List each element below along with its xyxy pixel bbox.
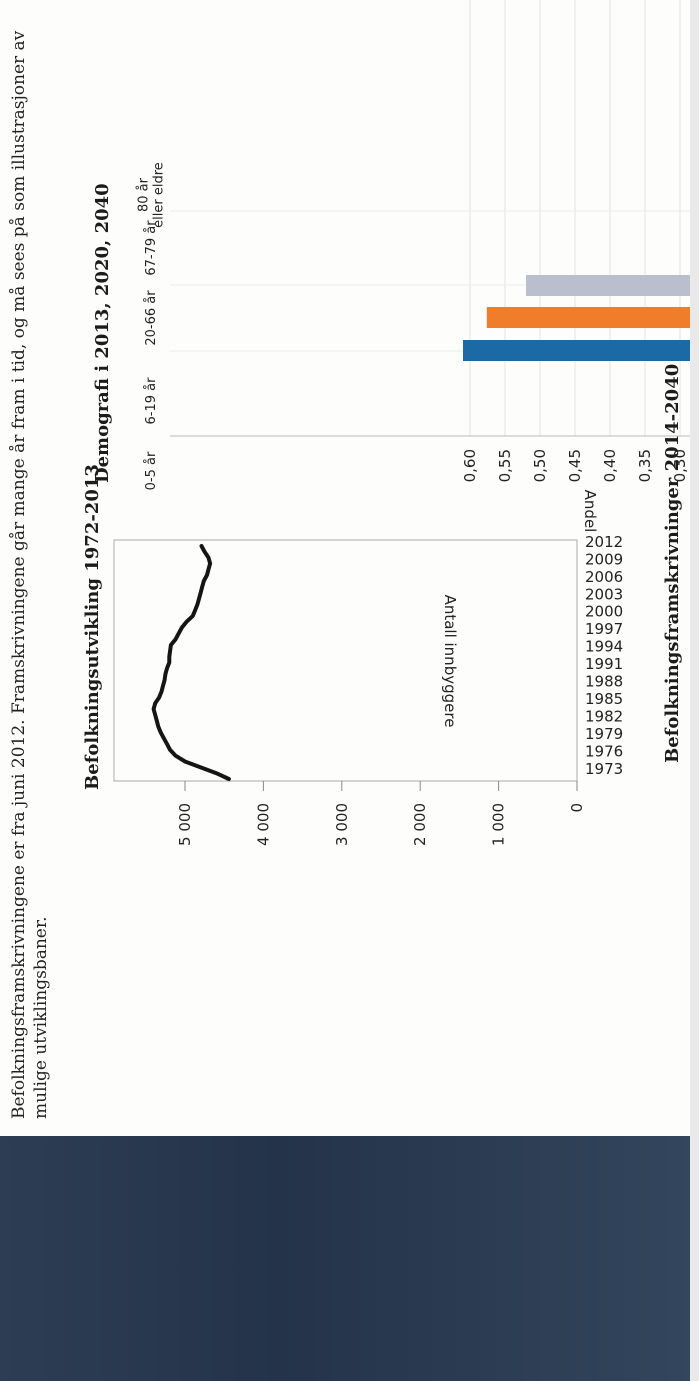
line-x-tick-label: 1979 xyxy=(585,725,623,743)
line-y-tick-label: 5 000 xyxy=(176,803,194,846)
line-x-tick-label: 1994 xyxy=(585,638,623,656)
line-y-tick-label: 0 xyxy=(568,803,586,813)
bar-category-label: 6-19 år xyxy=(144,377,159,425)
demography-bar xyxy=(463,340,699,361)
bar-category-label: 0-5 år xyxy=(144,451,159,490)
bar-y-tick-label: 0,60 xyxy=(461,449,479,482)
line-x-tick-label: 2006 xyxy=(585,568,623,586)
bar-category-label: 80 år xyxy=(137,177,152,212)
line-x-tick-label: 2009 xyxy=(585,550,623,568)
line-x-tick-label: 1985 xyxy=(585,690,623,708)
demography-bar xyxy=(486,307,699,328)
line-y-tick-label: 1 000 xyxy=(490,803,508,846)
line-y-tick-label: 4 000 xyxy=(254,803,272,846)
line-x-tick-label: 1997 xyxy=(585,620,623,638)
line-y-tick-label: 3 000 xyxy=(333,803,351,846)
bar-category-label: 20-66 år xyxy=(144,290,159,346)
bar-y-tick-label: 0,35 xyxy=(636,449,654,482)
line-x-tick-label: 2003 xyxy=(585,585,623,603)
line-plot-frame xyxy=(113,539,578,782)
demography-bar xyxy=(526,275,699,296)
line-x-tick-label: 1973 xyxy=(585,760,623,778)
line-x-tick-label: 1988 xyxy=(585,673,623,691)
population-line xyxy=(151,544,231,781)
line-x-tick-label: 1991 xyxy=(585,655,623,673)
bar-y-tick-label: 0,45 xyxy=(566,449,584,482)
line-y-tick-label: 2 000 xyxy=(411,803,429,846)
line-x-tick-label: 2012 xyxy=(585,533,623,551)
line-y-axis-label: Antall innbyggere xyxy=(441,595,459,728)
line-x-tick-label: 2000 xyxy=(585,603,623,621)
bar-y-axis-label: Andel xyxy=(581,490,599,533)
bar-category-label: eller eldre xyxy=(152,162,167,228)
bar-y-tick-label: 0,50 xyxy=(531,449,549,482)
bar-y-tick-label: 0,55 xyxy=(496,449,514,482)
line-x-tick-label: 1976 xyxy=(585,743,623,761)
page-edge-rule xyxy=(690,0,699,1381)
bar-y-tick-label: 0,30 xyxy=(671,449,689,482)
bar-category-label: 67-79 år xyxy=(144,220,159,276)
bar-y-tick-label: 0,40 xyxy=(601,449,619,482)
line-x-tick-label: 1982 xyxy=(585,708,623,726)
